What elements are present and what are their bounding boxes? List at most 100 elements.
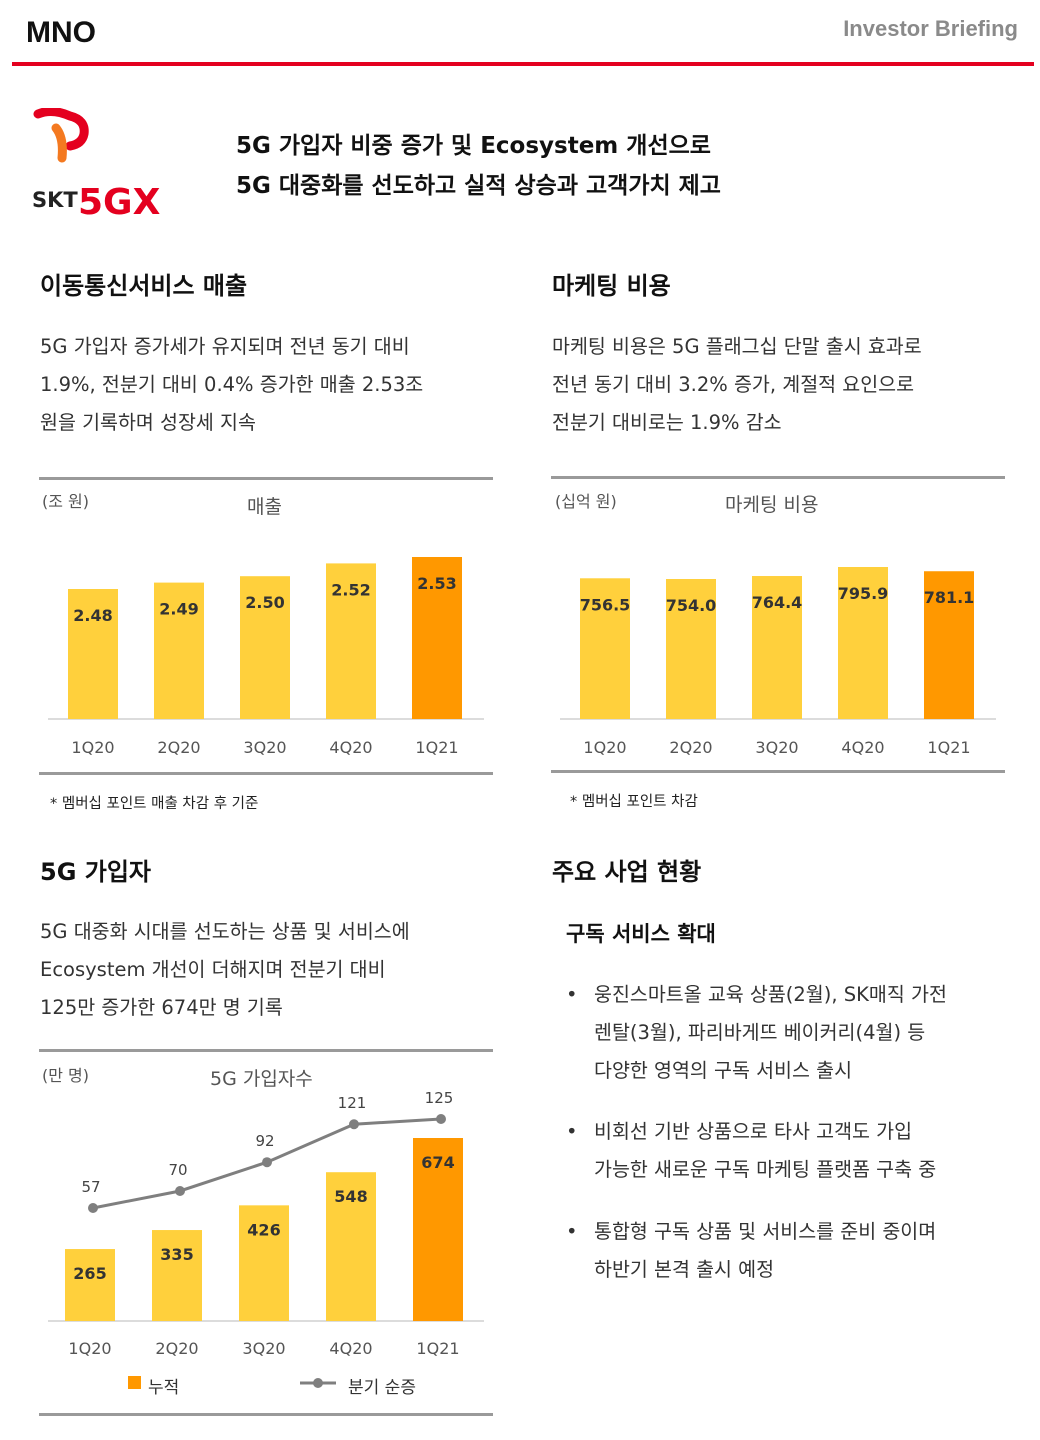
- bar: [580, 578, 630, 719]
- desc-line: 5G 가입자 증가세가 유지되며 전년 동기 대비: [40, 335, 410, 358]
- x-tick-label: 3Q20: [242, 1339, 285, 1358]
- desc-line: 1.9%, 전분기 대비 0.4% 증가한 매출 2.53조: [40, 373, 424, 396]
- data-label: 426: [247, 1220, 280, 1239]
- data-label: 2.49: [159, 600, 198, 619]
- desc-line: 5G 대중화 시대를 선도하는 상품 및 서비스에: [40, 920, 410, 943]
- bar: [154, 582, 204, 719]
- bar: [924, 571, 974, 719]
- x-tick-label: 4Q20: [329, 1339, 372, 1358]
- data-label: 795.9: [838, 584, 889, 603]
- bar: [326, 563, 376, 719]
- bullet-line: 렌탈(3월), 파리바게뜨 베이커리(4월) 등: [594, 1021, 926, 1044]
- x-tick-label: 4Q20: [329, 738, 372, 757]
- header-divider: [12, 62, 1034, 66]
- logo-product-text: 5GX: [78, 182, 161, 220]
- legend-line-label: 분기 순증: [348, 1378, 416, 1398]
- x-tick-label: 1Q20: [68, 1339, 111, 1358]
- bar: [412, 557, 462, 719]
- subscribers-unit-label: (만 명): [42, 1066, 90, 1085]
- revenue-footnote: * 멤버십 포인트 매출 차감 후 기준: [50, 796, 259, 812]
- bar: [65, 1249, 115, 1321]
- bar: [68, 589, 118, 719]
- bullet-line: 웅진스마트올 교육 상품(2월), SK매직 가전: [594, 983, 947, 1006]
- x-tick-label: 2Q20: [669, 738, 712, 757]
- data-label: 674: [421, 1153, 454, 1172]
- marketing-unit-label: (십억 원): [555, 492, 617, 511]
- x-tick-label: 1Q20: [71, 738, 114, 757]
- x-tick-label: 1Q20: [583, 738, 626, 757]
- line-point: [349, 1119, 359, 1130]
- line-point: [262, 1157, 272, 1168]
- line-point: [175, 1185, 185, 1196]
- legend-line-swatch: [300, 1378, 336, 1388]
- document-label: Investor Briefing: [843, 16, 1018, 41]
- marketing-section-title: 마케팅 비용: [552, 272, 671, 300]
- data-label: 2.50: [245, 593, 284, 612]
- desc-line: 전분기 대비로는 1.9% 감소: [552, 411, 782, 434]
- bullet-line: 통합형 구독 상품 및 서비스를 준비 중이며: [594, 1220, 937, 1243]
- x-tick-label: 1Q21: [416, 1339, 459, 1358]
- x-tick-label: 2Q20: [157, 738, 200, 757]
- subscribers-description: 5G 대중화 시대를 선도하는 상품 및 서비스에 Ecosystem 개선이 …: [40, 913, 500, 1027]
- bullet-line: 다양한 영역의 구독 서비스 출시: [594, 1059, 853, 1082]
- chart-top-rule: [551, 476, 1005, 479]
- line-data-label: 121: [338, 1094, 367, 1112]
- bullet-dot-icon: •: [566, 1120, 578, 1143]
- business-subtitle: 구독 서비스 확대: [566, 922, 716, 946]
- revenue-section-title: 이동통신서비스 매출: [40, 272, 248, 300]
- marketing-bar-chart: 756.5 1Q20 754.0 2Q20 764.4 3Q20 795.9 4Q20 781.…: [560, 567, 996, 757]
- section-title-mno: MNO: [26, 16, 96, 49]
- skt-5gx-logo: SKT 5GX: [30, 106, 170, 223]
- marketing-description: 마케팅 비용은 5G 플래그십 단말 출시 효과로 전년 동기 대비 3.2% …: [552, 328, 1022, 442]
- data-label: 754.0: [666, 596, 717, 615]
- bullet-dot-icon: •: [566, 983, 578, 1006]
- marketing-footnote: * 멤버십 포인트 차감: [570, 794, 698, 810]
- bar: [752, 576, 802, 719]
- bar: [413, 1138, 463, 1321]
- headline-line-2: 5G 대중화를 선도하고 실적 상승과 고객가치 제고: [236, 173, 721, 199]
- revenue-unit-label: (조 원): [42, 492, 90, 511]
- desc-line: 원을 기록하며 성장세 지속: [40, 411, 256, 434]
- line-point: [88, 1203, 98, 1213]
- chart-bottom-rule: [39, 1413, 493, 1416]
- x-tick-label: 1Q21: [927, 738, 970, 757]
- revenue-chart-title: 매출: [247, 496, 282, 518]
- line-data-label: 125: [425, 1089, 454, 1107]
- desc-line: Ecosystem 개선이 더해지며 전분기 대비: [40, 958, 386, 981]
- subscribers-chart-title: 5G 가입자수: [210, 1068, 313, 1090]
- bullet-line: 비회선 기반 상품으로 타사 고객도 가입: [594, 1120, 913, 1143]
- line-point: [436, 1114, 446, 1124]
- subscribers-section-title: 5G 가입자: [40, 858, 151, 886]
- bar: [152, 1230, 202, 1321]
- line-data-label: 70: [168, 1161, 187, 1179]
- data-label: 548: [334, 1187, 367, 1206]
- skt-symbol-icon: SKT 5GX: [32, 106, 161, 223]
- chart-top-rule: [39, 477, 493, 480]
- x-tick-label: 2Q20: [155, 1339, 198, 1358]
- bullet-dot-icon: •: [566, 1220, 578, 1243]
- line-data-label: 57: [81, 1178, 100, 1196]
- legend-bar-label: 누적: [148, 1378, 180, 1398]
- data-label: 781.1: [924, 588, 975, 607]
- bar: [666, 579, 716, 719]
- legend-bar-swatch: [128, 1376, 141, 1389]
- x-tick-label: 3Q20: [243, 738, 286, 757]
- data-label: 756.5: [580, 595, 631, 614]
- business-section-title: 주요 사업 현황: [552, 858, 702, 886]
- desc-line: 125만 증가한 674만 명 기록: [40, 996, 283, 1019]
- x-tick-label: 3Q20: [755, 738, 798, 757]
- x-tick-label: 1Q21: [415, 738, 458, 757]
- marketing-chart-title: 마케팅 비용: [725, 494, 819, 516]
- data-label: 2.52: [331, 580, 370, 599]
- bullet-line: 가능한 새로운 구독 마케팅 플랫폼 구축 중: [594, 1158, 937, 1181]
- desc-line: 마케팅 비용은 5G 플래그십 단말 출시 효과로: [552, 335, 922, 358]
- chart-top-rule: [39, 1049, 493, 1052]
- x-tick-label: 4Q20: [841, 738, 884, 757]
- chart-bottom-rule: [39, 772, 493, 775]
- desc-line: 전년 동기 대비 3.2% 증가, 계절적 요인으로: [552, 373, 915, 396]
- revenue-bar-chart: 2.48 1Q20 2.49 2Q20 2.50 3Q20 2.52 4Q20 2.53 1Q21: [48, 557, 484, 757]
- data-label: 335: [160, 1245, 193, 1264]
- data-label: 2.53: [417, 574, 456, 593]
- line-data-label: 92: [255, 1132, 274, 1150]
- subscribers-combo-chart: 265 1Q20 335 2Q20 426 3Q20 548 4Q20 674 1Q21 57 70 9…: [48, 1089, 484, 1358]
